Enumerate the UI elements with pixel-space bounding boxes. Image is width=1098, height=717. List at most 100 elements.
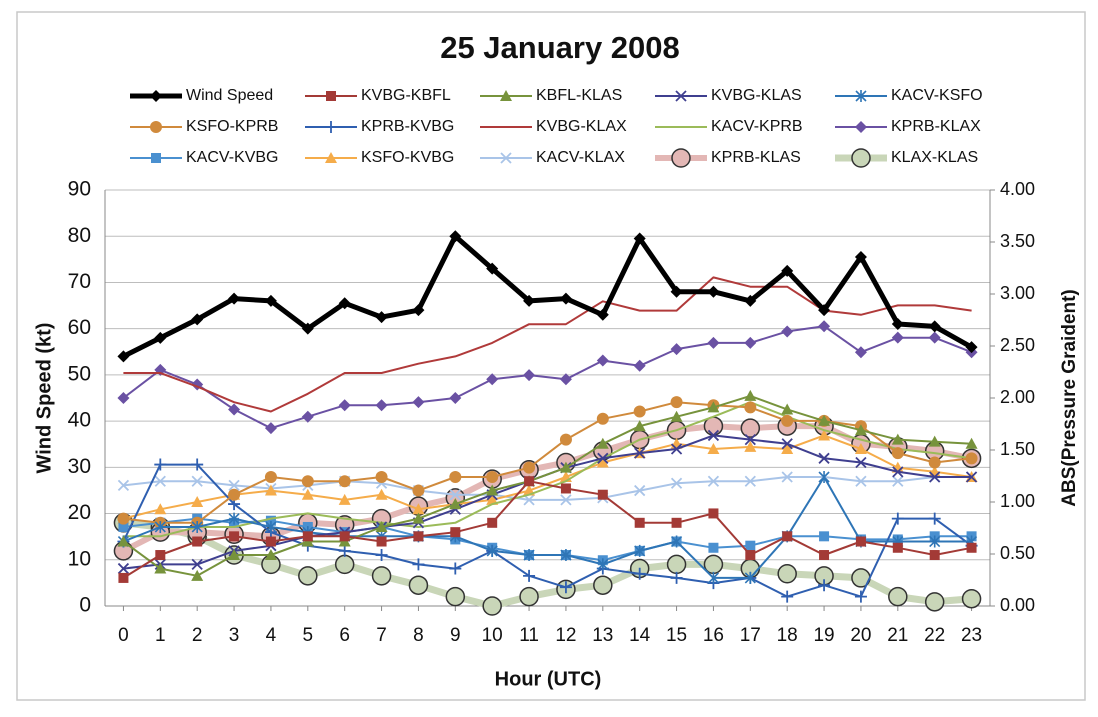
series-line <box>122 394 972 577</box>
y-tick-label: 80 <box>68 224 91 247</box>
legend-item: KVBG-KLAS <box>655 87 802 104</box>
marker <box>154 331 167 344</box>
y2-tick-label: 1.50 <box>1000 439 1035 459</box>
marker <box>523 294 536 307</box>
marker <box>744 401 757 414</box>
marker <box>707 336 720 349</box>
marker <box>412 512 425 524</box>
x-tick-label: 15 <box>666 625 687 646</box>
marker <box>744 336 757 349</box>
marker <box>375 399 388 412</box>
legend-item: KACV-KVBG <box>130 149 278 166</box>
marker <box>634 484 646 497</box>
legend-label: KACV-KLAX <box>536 149 625 166</box>
marker <box>265 520 277 533</box>
marker <box>596 412 609 425</box>
marker <box>154 562 167 574</box>
marker <box>781 438 793 450</box>
marker <box>965 452 978 465</box>
marker <box>375 311 388 324</box>
marker <box>412 503 425 515</box>
marker <box>155 550 166 561</box>
x-tick-label: 0 <box>118 625 129 646</box>
legend-item: KACV-KPRB <box>655 118 803 135</box>
marker <box>781 442 794 454</box>
marker <box>375 488 388 500</box>
marker <box>150 121 162 133</box>
marker <box>928 320 941 333</box>
series-line <box>123 476 972 579</box>
marker <box>818 429 831 441</box>
x-axis-title: Hour (UTC) <box>495 668 602 690</box>
marker <box>596 354 609 367</box>
marker <box>449 230 462 243</box>
marker <box>670 443 683 455</box>
marker <box>118 572 129 583</box>
marker <box>633 420 646 432</box>
marker <box>524 476 535 487</box>
marker <box>670 535 683 548</box>
marker <box>596 308 609 321</box>
marker <box>670 343 683 356</box>
marker <box>744 433 756 446</box>
marker <box>264 549 277 561</box>
marker <box>892 466 904 478</box>
legend-label: KACV-KSFO <box>891 87 983 104</box>
marker <box>745 540 756 551</box>
marker <box>151 153 161 163</box>
marker <box>855 536 866 547</box>
legend-label: Wind Speed <box>186 87 273 104</box>
marker <box>117 479 130 491</box>
legend-label: KPRB-KLAS <box>711 149 801 166</box>
marker <box>154 458 167 471</box>
chart-frame <box>16 11 1086 701</box>
marker <box>924 592 945 612</box>
marker <box>707 475 720 487</box>
y-tick-label: 40 <box>68 409 91 432</box>
marker <box>961 588 982 609</box>
marker <box>371 566 392 586</box>
marker <box>191 475 203 487</box>
marker <box>891 447 904 460</box>
y2-tick-label: 0.50 <box>1000 543 1035 563</box>
marker <box>781 403 794 415</box>
legend-label: KACV-KPRB <box>711 118 803 135</box>
legend-label: KVBG-KLAX <box>536 118 627 135</box>
marker <box>559 433 572 446</box>
marker <box>854 424 867 436</box>
marker <box>117 562 130 575</box>
marker <box>339 531 350 542</box>
y2-tick-label: 3.50 <box>1000 231 1035 251</box>
series-line <box>122 463 973 598</box>
legend-item: KBFL-KLAS <box>480 87 622 104</box>
marker <box>782 531 793 542</box>
marker <box>486 544 498 557</box>
marker <box>891 433 904 445</box>
marker <box>450 527 461 538</box>
series-line <box>123 401 972 538</box>
marker <box>855 456 867 469</box>
x-tick-label: 4 <box>266 625 277 646</box>
marker <box>191 496 204 507</box>
marker <box>375 549 388 562</box>
marker <box>818 304 831 317</box>
marker <box>519 586 539 607</box>
marker <box>892 475 904 487</box>
y-tick-label: 10 <box>68 547 91 570</box>
marker <box>634 447 646 459</box>
marker <box>375 471 388 484</box>
series-line <box>123 434 972 520</box>
legend-item: KSFO-KVBG <box>305 149 454 166</box>
marker <box>707 401 720 413</box>
marker <box>486 262 499 275</box>
y2-tick-label: 0.00 <box>1000 595 1035 615</box>
series-line <box>123 476 972 501</box>
marker <box>670 396 683 409</box>
y-tick-label: 20 <box>68 501 91 524</box>
marker <box>854 251 867 264</box>
marker <box>228 549 241 561</box>
marker <box>744 389 757 401</box>
x-tick-label: 5 <box>303 625 314 646</box>
marker <box>819 550 830 561</box>
legend-item: KPRB-KVBG <box>305 118 454 135</box>
